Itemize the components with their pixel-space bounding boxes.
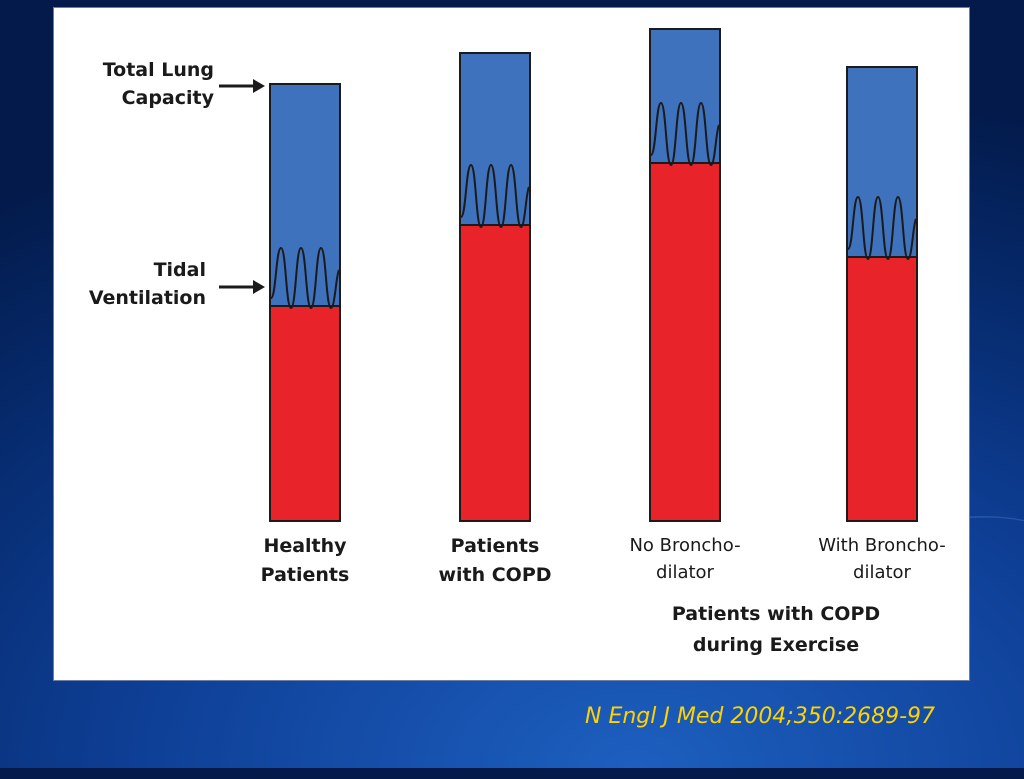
end-expiratory-volume-region: [651, 162, 719, 520]
total-lung-capacity-arrow: [219, 79, 265, 93]
citation: N Engl J Med 2004;350:2689-97: [585, 704, 936, 729]
bar-copd-patients: [459, 52, 531, 522]
tidal-breathing-wave: [271, 246, 339, 310]
end-expiratory-volume-region: [461, 224, 529, 520]
bar-copd-exercise-with-bronchodilator: [846, 66, 918, 522]
bar-healthy-patients: [269, 83, 341, 522]
tidal-ventilation-arrow: [219, 280, 265, 294]
end-expiratory-volume-region: [848, 256, 916, 520]
end-expiratory-volume-region: [271, 305, 339, 520]
tidal-breathing-wave: [848, 195, 916, 261]
total-lung-capacity-label: Total Lung Capacity: [102, 59, 214, 109]
bar-label-with-bronchodilator: With Broncho- dilator: [818, 535, 946, 583]
bar-label-copd-patients: Patients with COPD: [438, 535, 552, 586]
bar-label-healthy-patients: Healthy Patients: [260, 535, 350, 586]
lung-capacity-region: [461, 54, 529, 228]
group-label-copd-exercise: Patients with COPD during Exercise: [671, 603, 881, 656]
diagram-panel: Total Lung Capacity Tidal Ventilation: [53, 7, 970, 681]
tidal-breathing-wave: [461, 163, 529, 229]
bar-copd-exercise-no-bronchodilator: [649, 28, 721, 522]
tidal-ventilation-label: Tidal Ventilation: [88, 259, 206, 309]
tidal-breathing-wave: [651, 101, 719, 167]
bar-label-no-bronchodilator: No Broncho- dilator: [629, 535, 741, 583]
